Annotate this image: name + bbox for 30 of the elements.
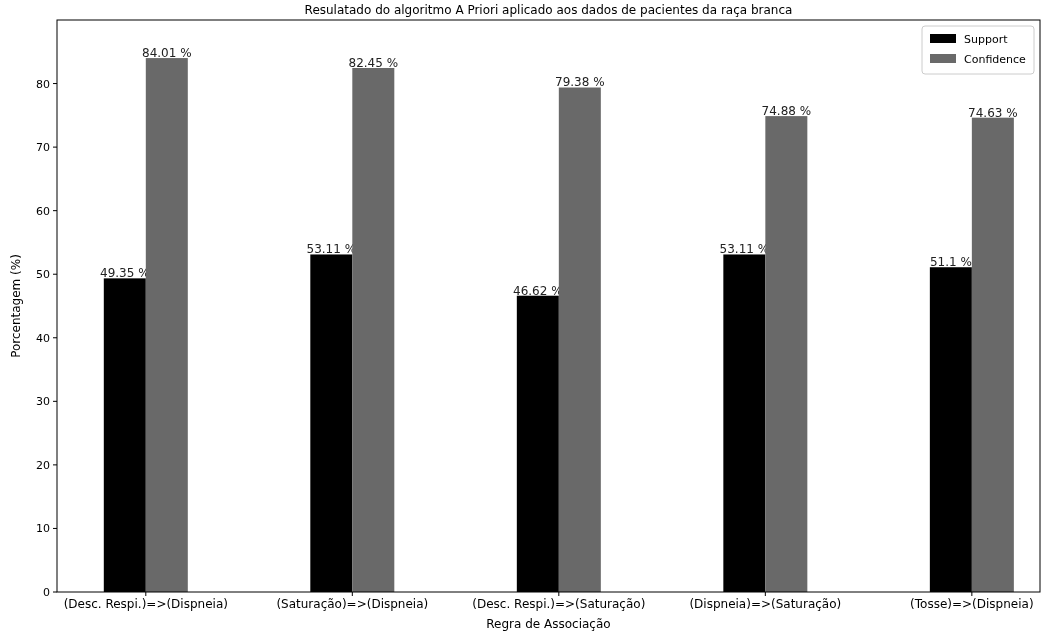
x-tick-label: (Dispneia)=>(Saturação) (689, 597, 842, 611)
bar (352, 67, 395, 592)
y-tick-label: 10 (36, 522, 50, 536)
bar (145, 58, 188, 592)
bar (971, 117, 1014, 592)
x-tick-label: (Tosse)=>(Dispneia) (910, 597, 1034, 611)
data-label: 74.63 % (968, 105, 1018, 120)
bar (558, 87, 601, 592)
y-tick-label: 80 (36, 77, 50, 91)
data-label: 84.01 % (142, 46, 192, 61)
x-tick-label: (Saturação)=>(Dispneia) (276, 597, 429, 611)
y-tick-label: 50 (36, 268, 50, 282)
data-label: 82.45 % (348, 55, 399, 70)
chart-title: Resulatado do algoritmo A Priori aplicado aos dados de pacientes da raça branca (304, 3, 793, 17)
data-label: 79.38 % (555, 75, 605, 90)
y-tick-label: 40 (36, 331, 50, 345)
data-label: 51.1 % (929, 255, 972, 270)
y-axis-title: Porcentagem (%) (9, 254, 23, 358)
y-tick-label: 70 (36, 141, 50, 155)
y-tick-label: 60 (36, 204, 50, 218)
legend-label: Support (964, 33, 1009, 46)
bar (765, 116, 808, 592)
x-tick-label: (Desc. Respi.)=>(Dispneia) (63, 597, 228, 611)
x-axis-title: Regra de Associação (486, 617, 611, 631)
y-tick-label: 30 (36, 395, 50, 409)
y-tick-label: 20 (36, 458, 50, 472)
y-tick-label: 0 (43, 586, 50, 599)
data-label: 74.88 % (761, 104, 812, 119)
legend-label: Confidence (964, 53, 1027, 66)
x-tick-label: (Desc. Respi.)=>(Saturação) (472, 597, 646, 611)
